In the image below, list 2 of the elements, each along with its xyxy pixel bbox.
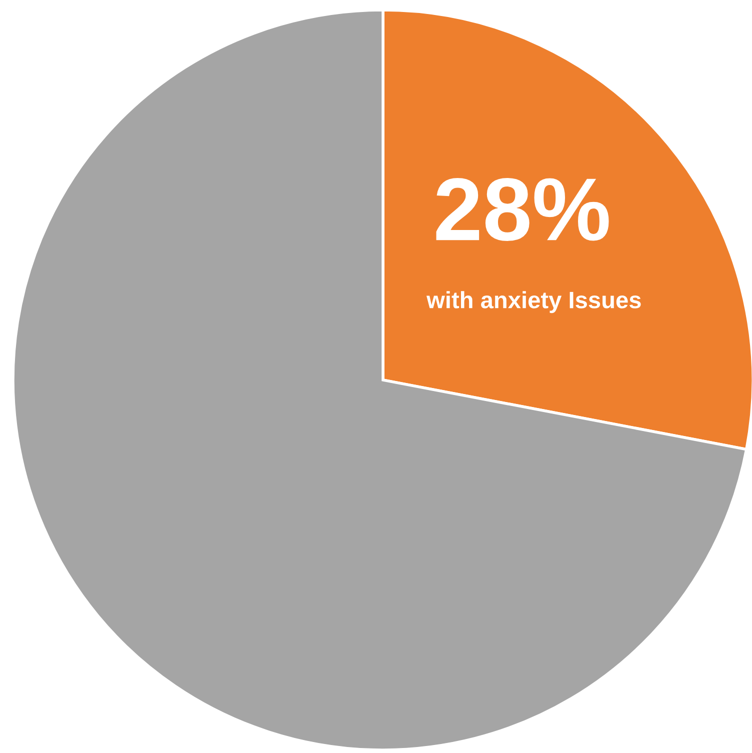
slice-label: with anxiety Issues [426, 291, 641, 314]
data-label: 28% [436, 178, 609, 241]
